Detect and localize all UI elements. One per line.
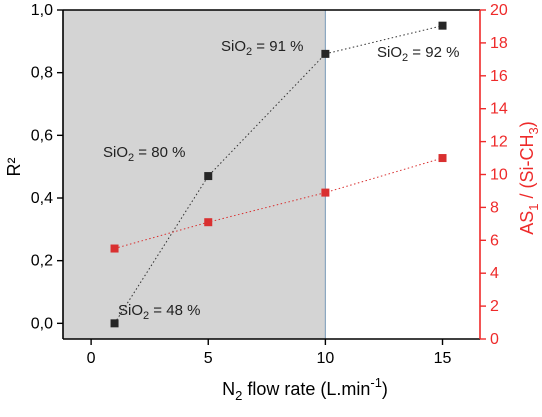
- y-tick-label-right: 8: [490, 199, 499, 216]
- x-tick-label: 5: [204, 350, 213, 367]
- y-tick-label-right: 0: [490, 331, 499, 348]
- y-tick-label-right: 4: [490, 265, 499, 282]
- data-point-right: [321, 188, 330, 197]
- y-tick-label-right: 10: [490, 167, 508, 184]
- data-point-right: [110, 244, 119, 253]
- data-point-left: [110, 319, 119, 328]
- y-tick-label-left: 0,0: [31, 315, 53, 332]
- y-tick-label-left: 1,0: [31, 2, 53, 19]
- sio2-annotation: SiO2 = 80 %: [103, 144, 185, 164]
- data-point-right: [438, 154, 447, 163]
- series-line-left: [114, 25, 443, 324]
- y-tick-label-right: 14: [490, 101, 508, 118]
- y-axis-title-left: R²: [4, 158, 24, 177]
- x-tick-label: 10: [316, 350, 334, 367]
- y-tick-label-right: 20: [490, 2, 508, 19]
- x-axis-title: N2 flow rate (L.min-1): [222, 375, 388, 403]
- sio2-annotation: SiO2 = 91 %: [221, 38, 303, 58]
- y-axis-title-right: AS1 / (Si-CH3): [517, 121, 541, 234]
- shaded-region: [63, 10, 326, 339]
- y-tick-label-left: 0,6: [31, 127, 53, 144]
- y-tick-label-left: 0,2: [31, 253, 53, 270]
- x-tick-label: 15: [434, 350, 452, 367]
- y-tick-label-right: 16: [490, 68, 508, 85]
- data-point-left: [438, 21, 447, 30]
- series-line-right: [114, 157, 443, 250]
- y-tick-label-right: 12: [490, 134, 508, 151]
- y-tick-label-left: 0,4: [31, 190, 53, 207]
- y-tick-label-right: 2: [490, 298, 499, 315]
- sio2-annotation: SiO2 = 92 %: [377, 44, 459, 64]
- sio2-annotation: SiO2 = 48 %: [118, 302, 200, 322]
- y-tick-label-right: 18: [490, 35, 508, 52]
- x-tick-label: 0: [87, 350, 96, 367]
- y-tick-label-right: 6: [490, 232, 499, 249]
- data-point-left: [321, 49, 330, 58]
- data-point-right: [204, 218, 213, 227]
- y-tick-label-left: 0,8: [31, 65, 53, 82]
- data-point-left: [204, 172, 213, 181]
